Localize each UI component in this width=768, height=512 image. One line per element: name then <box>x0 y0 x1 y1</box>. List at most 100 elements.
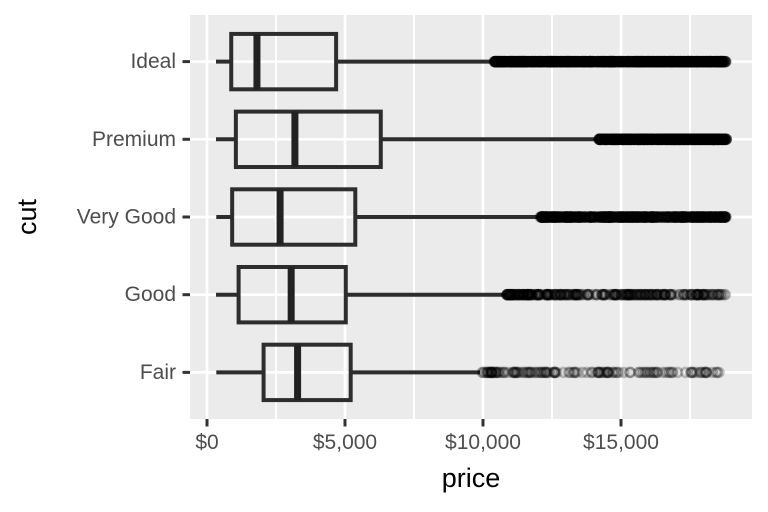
outlier-point <box>719 55 731 68</box>
outlier-point <box>626 55 639 68</box>
outlier-point <box>635 55 648 68</box>
outlier-point <box>713 288 726 301</box>
outlier-point <box>503 55 516 68</box>
outlier-point <box>514 55 527 68</box>
outlier-point <box>678 55 690 68</box>
outlier-point <box>710 55 722 68</box>
outlier-point <box>544 55 557 68</box>
outlier-point <box>584 55 596 68</box>
outlier-point <box>685 55 698 68</box>
outlier-point <box>555 55 567 68</box>
outlier-point <box>552 55 565 68</box>
outlier-point <box>640 55 653 68</box>
outlier-point <box>628 55 641 68</box>
outlier-point <box>524 55 537 68</box>
outlier-point <box>660 55 672 68</box>
y-tick-label: Ideal <box>130 50 176 73</box>
outlier-point <box>508 55 520 68</box>
outlier-point <box>664 288 677 301</box>
outlier-point <box>701 55 713 68</box>
outlier-point <box>602 55 615 68</box>
outlier-point <box>583 55 596 68</box>
outlier-point <box>584 55 597 68</box>
outlier-point <box>495 55 508 68</box>
outlier-point <box>698 55 711 68</box>
outlier-point <box>547 55 560 68</box>
outlier-point <box>518 55 530 68</box>
outlier-point <box>716 55 729 68</box>
outlier-point <box>643 55 656 68</box>
outlier-point <box>599 55 611 68</box>
outlier-point <box>666 55 679 68</box>
outlier-point <box>671 55 684 68</box>
outlier-point <box>555 55 568 68</box>
outlier-point <box>612 366 625 379</box>
outlier-point <box>543 55 555 68</box>
x-tick-label: $0 <box>195 431 218 454</box>
outlier-point <box>586 55 599 68</box>
outlier-point <box>645 55 658 68</box>
outlier-point <box>549 55 562 68</box>
outlier-point <box>632 55 645 68</box>
outlier-point <box>534 55 546 68</box>
outlier-point <box>683 55 696 68</box>
outlier-point <box>525 55 538 68</box>
outlier-point <box>651 55 664 68</box>
outlier-point <box>647 55 660 68</box>
outlier-point <box>515 55 527 68</box>
outlier-point <box>613 55 626 68</box>
outlier-point <box>494 55 506 68</box>
outlier-point <box>540 55 553 68</box>
outlier-point <box>561 55 574 68</box>
outlier-point <box>573 55 586 68</box>
outlier-point <box>641 55 653 68</box>
outlier-point <box>631 55 644 68</box>
outlier-point <box>624 55 637 68</box>
outlier-point <box>494 55 507 68</box>
outlier-point <box>661 55 674 68</box>
outlier-point <box>700 55 713 68</box>
outlier-point <box>605 55 618 68</box>
outlier-point <box>577 55 589 68</box>
outlier-point <box>507 55 520 68</box>
outlier-point <box>718 55 730 68</box>
outlier-point <box>690 55 703 68</box>
outlier-point <box>643 55 656 68</box>
outlier-point <box>702 55 714 68</box>
outlier-point <box>517 55 530 68</box>
outlier-point <box>715 55 728 68</box>
outlier-point <box>522 55 535 68</box>
outlier-point <box>617 55 630 68</box>
outlier-point <box>631 55 644 68</box>
outlier-point <box>491 55 504 68</box>
outlier-point <box>503 55 516 68</box>
outlier-point <box>548 55 561 68</box>
outlier-point <box>614 55 627 68</box>
outlier-point <box>667 55 680 68</box>
outlier-point <box>631 288 644 301</box>
outlier-point <box>717 55 729 68</box>
outlier-point <box>709 55 722 68</box>
outlier-point <box>490 55 503 68</box>
outlier-point <box>654 133 666 146</box>
outlier-point <box>716 55 728 68</box>
y-axis-title: cut <box>12 198 42 235</box>
outlier-point <box>533 55 546 68</box>
outlier-point <box>578 55 591 68</box>
outlier-point <box>697 55 709 68</box>
outlier-point <box>698 55 711 68</box>
outlier-point <box>653 55 665 68</box>
outlier-point <box>641 55 654 68</box>
outlier-point <box>512 55 525 68</box>
outlier-point <box>520 55 533 68</box>
outlier-point <box>572 55 585 68</box>
outlier-point <box>637 133 650 146</box>
outlier-point <box>682 55 694 68</box>
outlier-point <box>614 55 627 68</box>
outlier-point <box>573 55 586 68</box>
outlier-point <box>720 55 732 68</box>
outlier-point <box>642 55 655 68</box>
outlier-point <box>657 55 670 68</box>
outlier-point <box>509 55 522 68</box>
outlier-point <box>670 133 682 146</box>
